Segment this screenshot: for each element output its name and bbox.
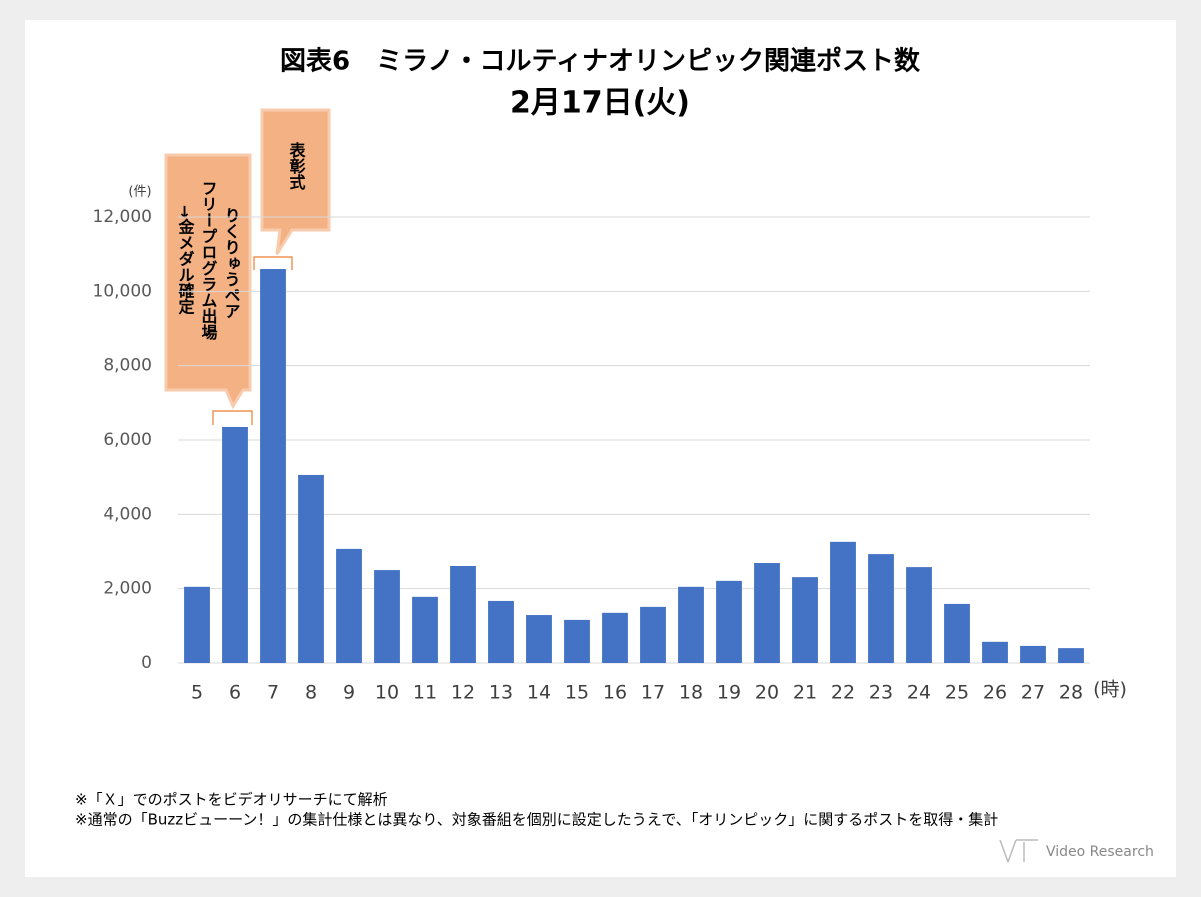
x-tick-label: 23 [869,682,893,704]
chart-title: 図表6 ミラノ・コルティナオリンピック関連ポスト数 [280,46,921,77]
bar [298,474,324,663]
y-tick-label: 2,000 [103,579,152,599]
bar [1020,645,1046,663]
bar [754,563,780,663]
bar [222,426,248,663]
callout-box [260,108,331,255]
annotation-text: →金メダル確定 [176,205,196,315]
x-tick-label: 26 [983,682,1007,704]
annotation-text: フリープログラム出場 [199,180,218,341]
bar [982,641,1008,663]
callout-box [164,153,252,410]
bar [868,554,894,663]
bar [678,586,704,663]
bar [374,570,400,663]
x-tick-label: 25 [945,682,969,704]
x-tick-label: 12 [451,682,475,704]
logo: Video Research [1046,844,1154,860]
bracket [212,410,253,425]
x-tick-label: 16 [603,682,627,704]
bar [336,548,362,663]
chart-subtitle: 2月17日(火) [510,86,690,121]
annotation-text: りくりゅうペア [222,207,241,319]
bar [944,603,970,663]
x-tick-label: 13 [489,682,513,704]
bar [184,586,210,663]
bracket [253,256,293,270]
x-tick-label: 10 [375,682,399,704]
x-tick-label: 15 [565,682,589,704]
x-tick-label: 6 [229,682,241,704]
y-tick-label: 8,000 [103,356,152,376]
bar [792,577,818,663]
y-tick-label: 4,000 [103,504,152,524]
bar [906,567,932,663]
y-tick-label: 12,000 [93,207,152,227]
note: ※「Ｘ」でのポストをビデオリサーチにて解析 [75,791,388,809]
x-tick-label: 11 [413,682,437,704]
y-tick-label: 6,000 [103,430,152,450]
x-tick-label: 9 [343,682,355,704]
y-unit: (件) [128,185,151,200]
x-tick-label: 20 [755,682,779,704]
bar [488,600,514,663]
note: ※通常の「Buzzビューーン！」の集計仕様とは異なり、対象番組を個別に設定したう… [75,811,998,829]
x-tick-label: 18 [679,682,703,704]
bar [716,580,742,663]
x-tick-label: 17 [641,682,665,704]
x-tick-label: 14 [527,682,551,704]
bar [526,615,552,663]
x-tick-label: 27 [1021,682,1045,704]
x-tick-label: 28 [1059,682,1083,704]
bar [602,612,628,663]
bar [564,619,590,663]
x-tick-label: 24 [907,682,931,704]
annotation-text: 表彰式 [287,141,307,191]
x-tick-label: 7 [267,682,279,704]
x-tick-label: 19 [717,682,741,704]
bar [260,269,286,663]
y-tick-label: 10,000 [93,281,152,301]
panel [25,20,1176,877]
bar [412,596,438,663]
x-tick-label: 21 [793,682,817,704]
x-tick-label: 22 [831,682,855,704]
x-tick-label: 8 [305,682,317,704]
x-tick-label: 5 [191,682,203,704]
bar [450,565,476,663]
y-tick-label: 0 [141,653,152,673]
logo-icon [999,839,1038,863]
bar [640,606,666,663]
x-unit: (時) [1093,679,1127,701]
bar [1058,648,1084,663]
bar [830,541,856,663]
